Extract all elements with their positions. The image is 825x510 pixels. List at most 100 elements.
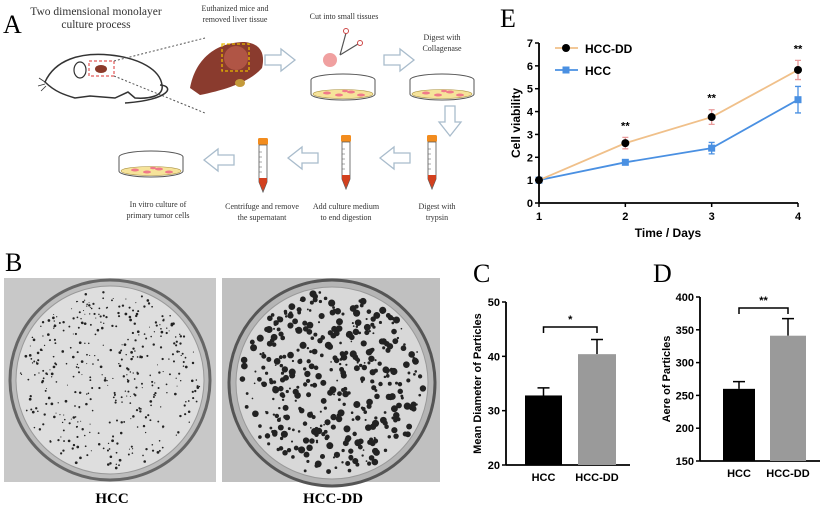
colony [329,367,333,372]
panel-a-title-line1: Two dimensional monolayer [30,6,162,18]
colony [25,409,28,412]
colony [127,368,130,371]
colony [352,431,357,437]
colony [68,422,71,425]
colony [383,411,387,414]
colony [252,410,259,418]
colony [341,461,344,464]
colony [374,359,377,362]
colony [106,463,110,466]
colony [352,328,360,336]
colony [91,387,94,390]
colony [281,366,289,373]
colony [273,327,276,330]
colony [149,374,151,377]
colony [87,392,90,395]
colony [53,327,55,329]
colony [308,309,312,312]
y-tick-label: 3 [527,129,533,141]
colony [352,457,359,465]
error-bar [591,338,603,355]
colony [132,347,135,350]
colony [353,365,360,372]
colony [89,323,92,326]
colony [354,319,362,326]
colony [156,450,160,454]
colony [109,455,113,459]
colony [161,357,164,361]
colony [261,381,266,386]
colony [131,448,134,450]
colony [160,335,162,337]
colony [297,430,301,433]
colony [380,338,387,345]
colony [139,355,142,358]
colony [355,325,359,329]
colony [286,448,292,453]
colony [46,373,49,376]
colony [63,414,65,416]
colony [276,447,280,452]
colony [250,344,258,352]
colony [160,330,164,334]
y-tick-label: 250 [676,390,694,402]
colony [40,325,42,328]
colony [254,370,257,373]
colony [335,325,343,332]
colony [306,321,314,329]
colony [158,440,161,442]
colony [84,313,86,315]
colony [192,397,195,400]
colony [364,418,367,422]
colony [154,392,157,395]
colony [133,378,136,380]
colony [387,435,391,439]
colony [97,442,101,446]
colony [288,303,296,310]
colony [109,462,112,465]
step-1-line2: removed liver tissue [203,15,268,24]
colony [103,379,107,382]
colony [131,357,133,360]
colony [256,334,264,342]
colony [137,310,140,313]
colony [76,445,80,449]
colony [19,372,22,374]
colony [319,424,323,428]
colony [184,356,187,359]
colony [372,325,376,329]
data-point [794,65,802,74]
colony [351,322,354,325]
y-tick-label: 5 [527,84,533,96]
colony [98,386,101,390]
colony [364,330,370,336]
colony [278,406,281,410]
colony [368,355,375,362]
colony [71,308,73,310]
colony [353,400,361,408]
colony [54,362,57,365]
colony [191,361,195,365]
arrow-icon [379,146,411,170]
colony [418,393,422,397]
colony [195,379,198,381]
colony [407,371,411,375]
colony [196,386,200,389]
y-tick-label: 4 [527,107,534,119]
colony [324,436,329,441]
colony [360,340,367,347]
colony [350,411,354,415]
colony [47,333,50,336]
colony [156,364,159,366]
colony [313,332,318,337]
colony [135,312,139,316]
colony [333,357,340,364]
y-tick-label: 0 [527,198,533,210]
colony [393,316,400,324]
colony [144,431,147,434]
colony [302,326,309,332]
bar-HCC [723,388,755,461]
colony [98,307,101,310]
colony [306,359,311,364]
